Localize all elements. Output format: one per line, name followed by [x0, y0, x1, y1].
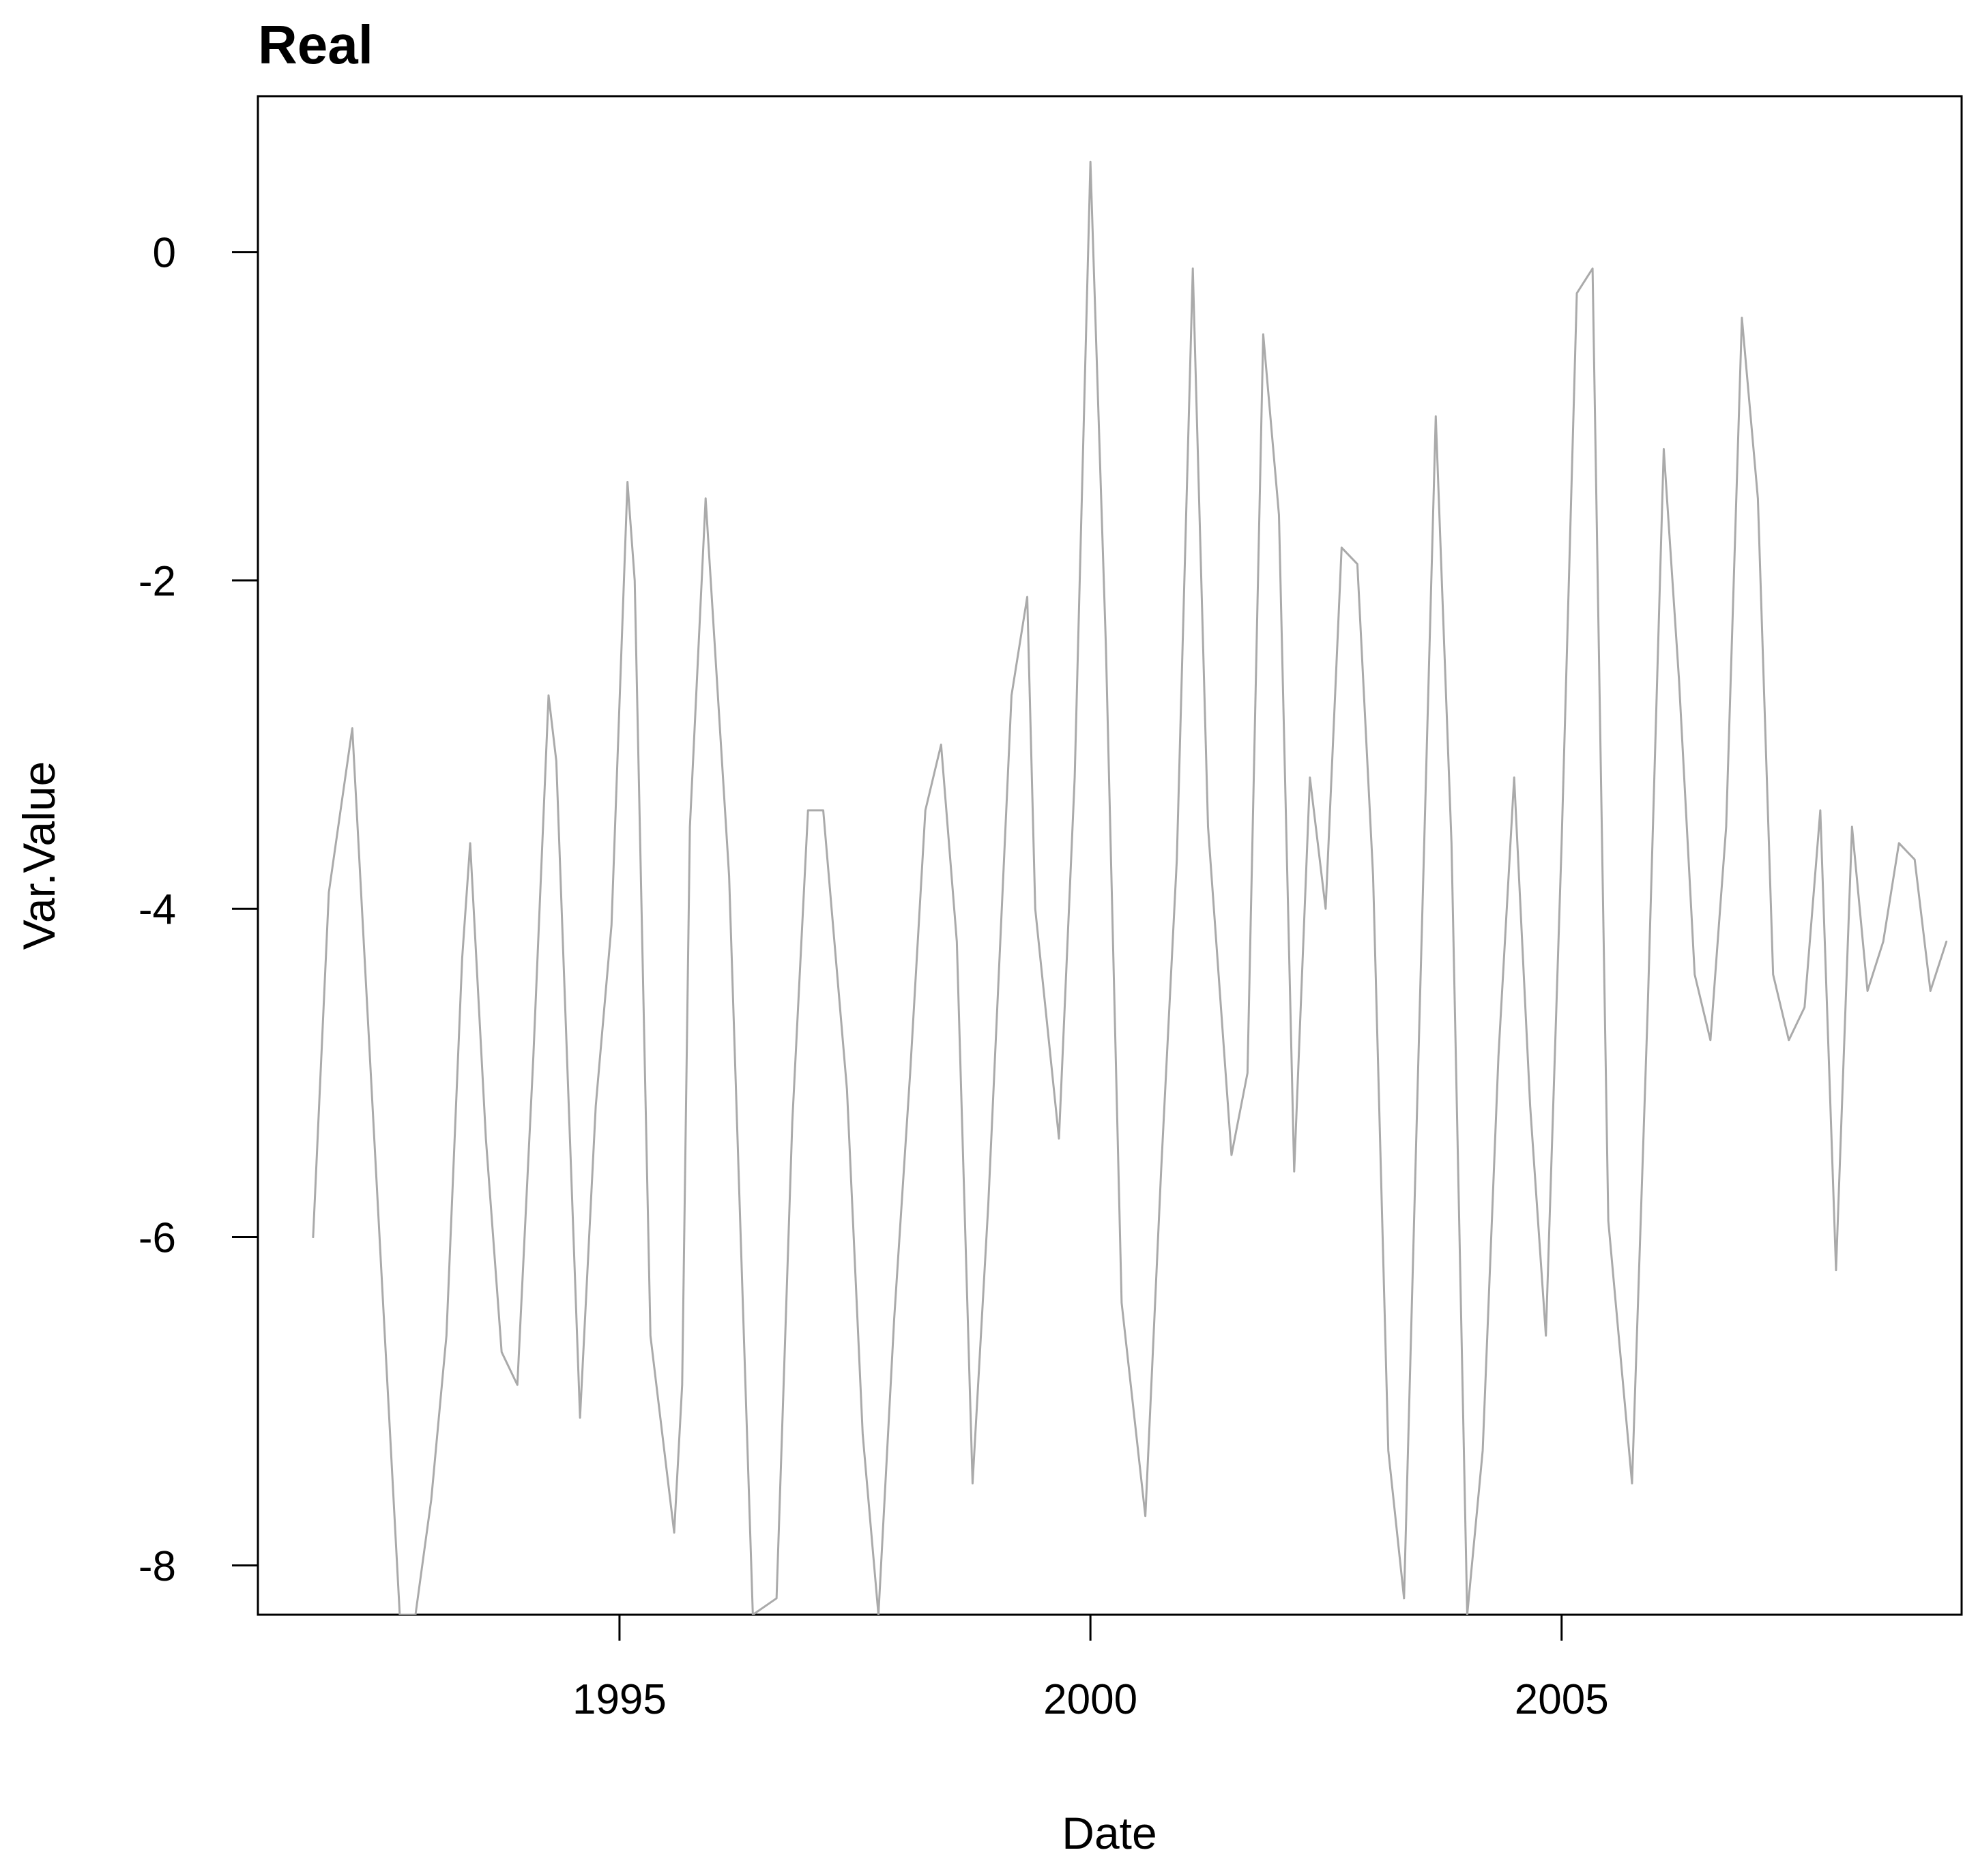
- x-axis: 1995 2000 2005: [572, 1613, 1609, 1723]
- series-layer: [312, 160, 1948, 1615]
- y-axis: -8 -6 -4 -2 0: [139, 230, 259, 1590]
- y-tick-label--4: -4: [139, 886, 176, 933]
- y-tick-label-0: 0: [153, 230, 176, 277]
- series-line-1: [312, 160, 1948, 1615]
- x-tick-label-2000: 2000: [1043, 1676, 1137, 1723]
- y-tick-label--2: -2: [139, 558, 176, 605]
- x-tick-label-1995: 1995: [572, 1676, 667, 1723]
- x-axis-title: Date: [1062, 1808, 1157, 1858]
- y-tick-label--6: -6: [139, 1215, 176, 1262]
- y-tick-label--8: -8: [139, 1543, 176, 1590]
- x-tick-label-2005: 2005: [1515, 1676, 1609, 1723]
- chart-title: Real: [258, 14, 373, 75]
- plot-area-frame: [257, 95, 1963, 1616]
- y-axis-title: Var.Value: [14, 761, 64, 950]
